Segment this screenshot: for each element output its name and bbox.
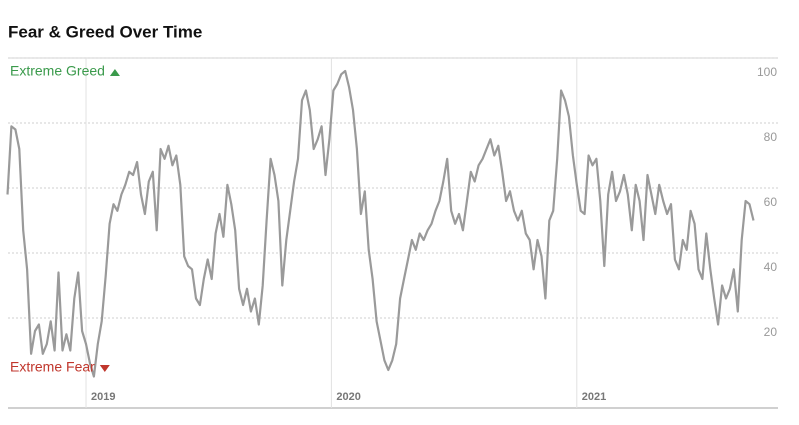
x-tick-label: 2020 bbox=[336, 391, 360, 403]
x-tick-label: 2019 bbox=[91, 391, 115, 403]
annotation-arrow bbox=[99, 365, 110, 372]
y-tick-label: 40 bbox=[764, 260, 778, 274]
y-tick-label: 60 bbox=[764, 195, 778, 209]
x-tick-label: 2021 bbox=[582, 391, 606, 403]
annotation: Extreme Fear bbox=[10, 359, 95, 375]
y-tick-label: 100 bbox=[757, 65, 777, 79]
annotation-arrow bbox=[109, 69, 120, 76]
y-tick-label: 20 bbox=[764, 325, 778, 339]
y-tick-label: 80 bbox=[764, 130, 778, 144]
annotation: Extreme Greed bbox=[10, 63, 105, 79]
line-series bbox=[6, 69, 755, 378]
chart-title: Fear & Greed Over Time bbox=[8, 22, 202, 41]
